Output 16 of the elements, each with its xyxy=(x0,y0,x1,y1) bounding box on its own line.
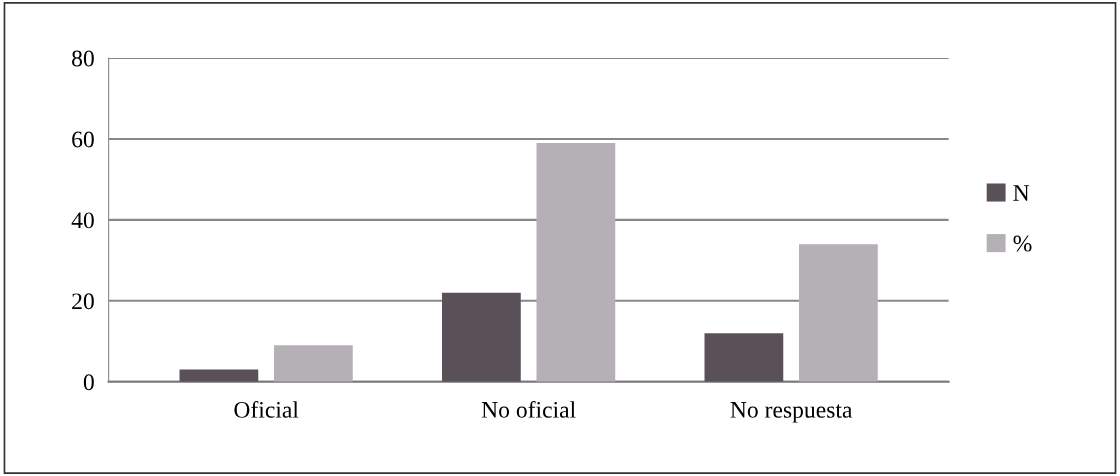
y-tick-label: 60 xyxy=(72,131,94,148)
bar xyxy=(799,244,878,382)
bar xyxy=(274,345,353,382)
y-tick-label: 40 xyxy=(71,212,94,229)
legend-label: % xyxy=(1013,235,1032,252)
x-tick-label: No respuesta xyxy=(730,402,853,423)
legend-label: N xyxy=(1013,185,1030,201)
bar xyxy=(442,292,521,382)
bar xyxy=(179,369,259,382)
y-tick-label: 80 xyxy=(72,50,94,67)
bar xyxy=(704,333,784,382)
x-tick-label: Oficial xyxy=(234,400,299,418)
x-tick-label: No oficial xyxy=(481,400,576,418)
y-tick-label: 0 xyxy=(83,374,94,391)
bar xyxy=(536,143,616,382)
y-tick-label: 20 xyxy=(72,293,94,310)
